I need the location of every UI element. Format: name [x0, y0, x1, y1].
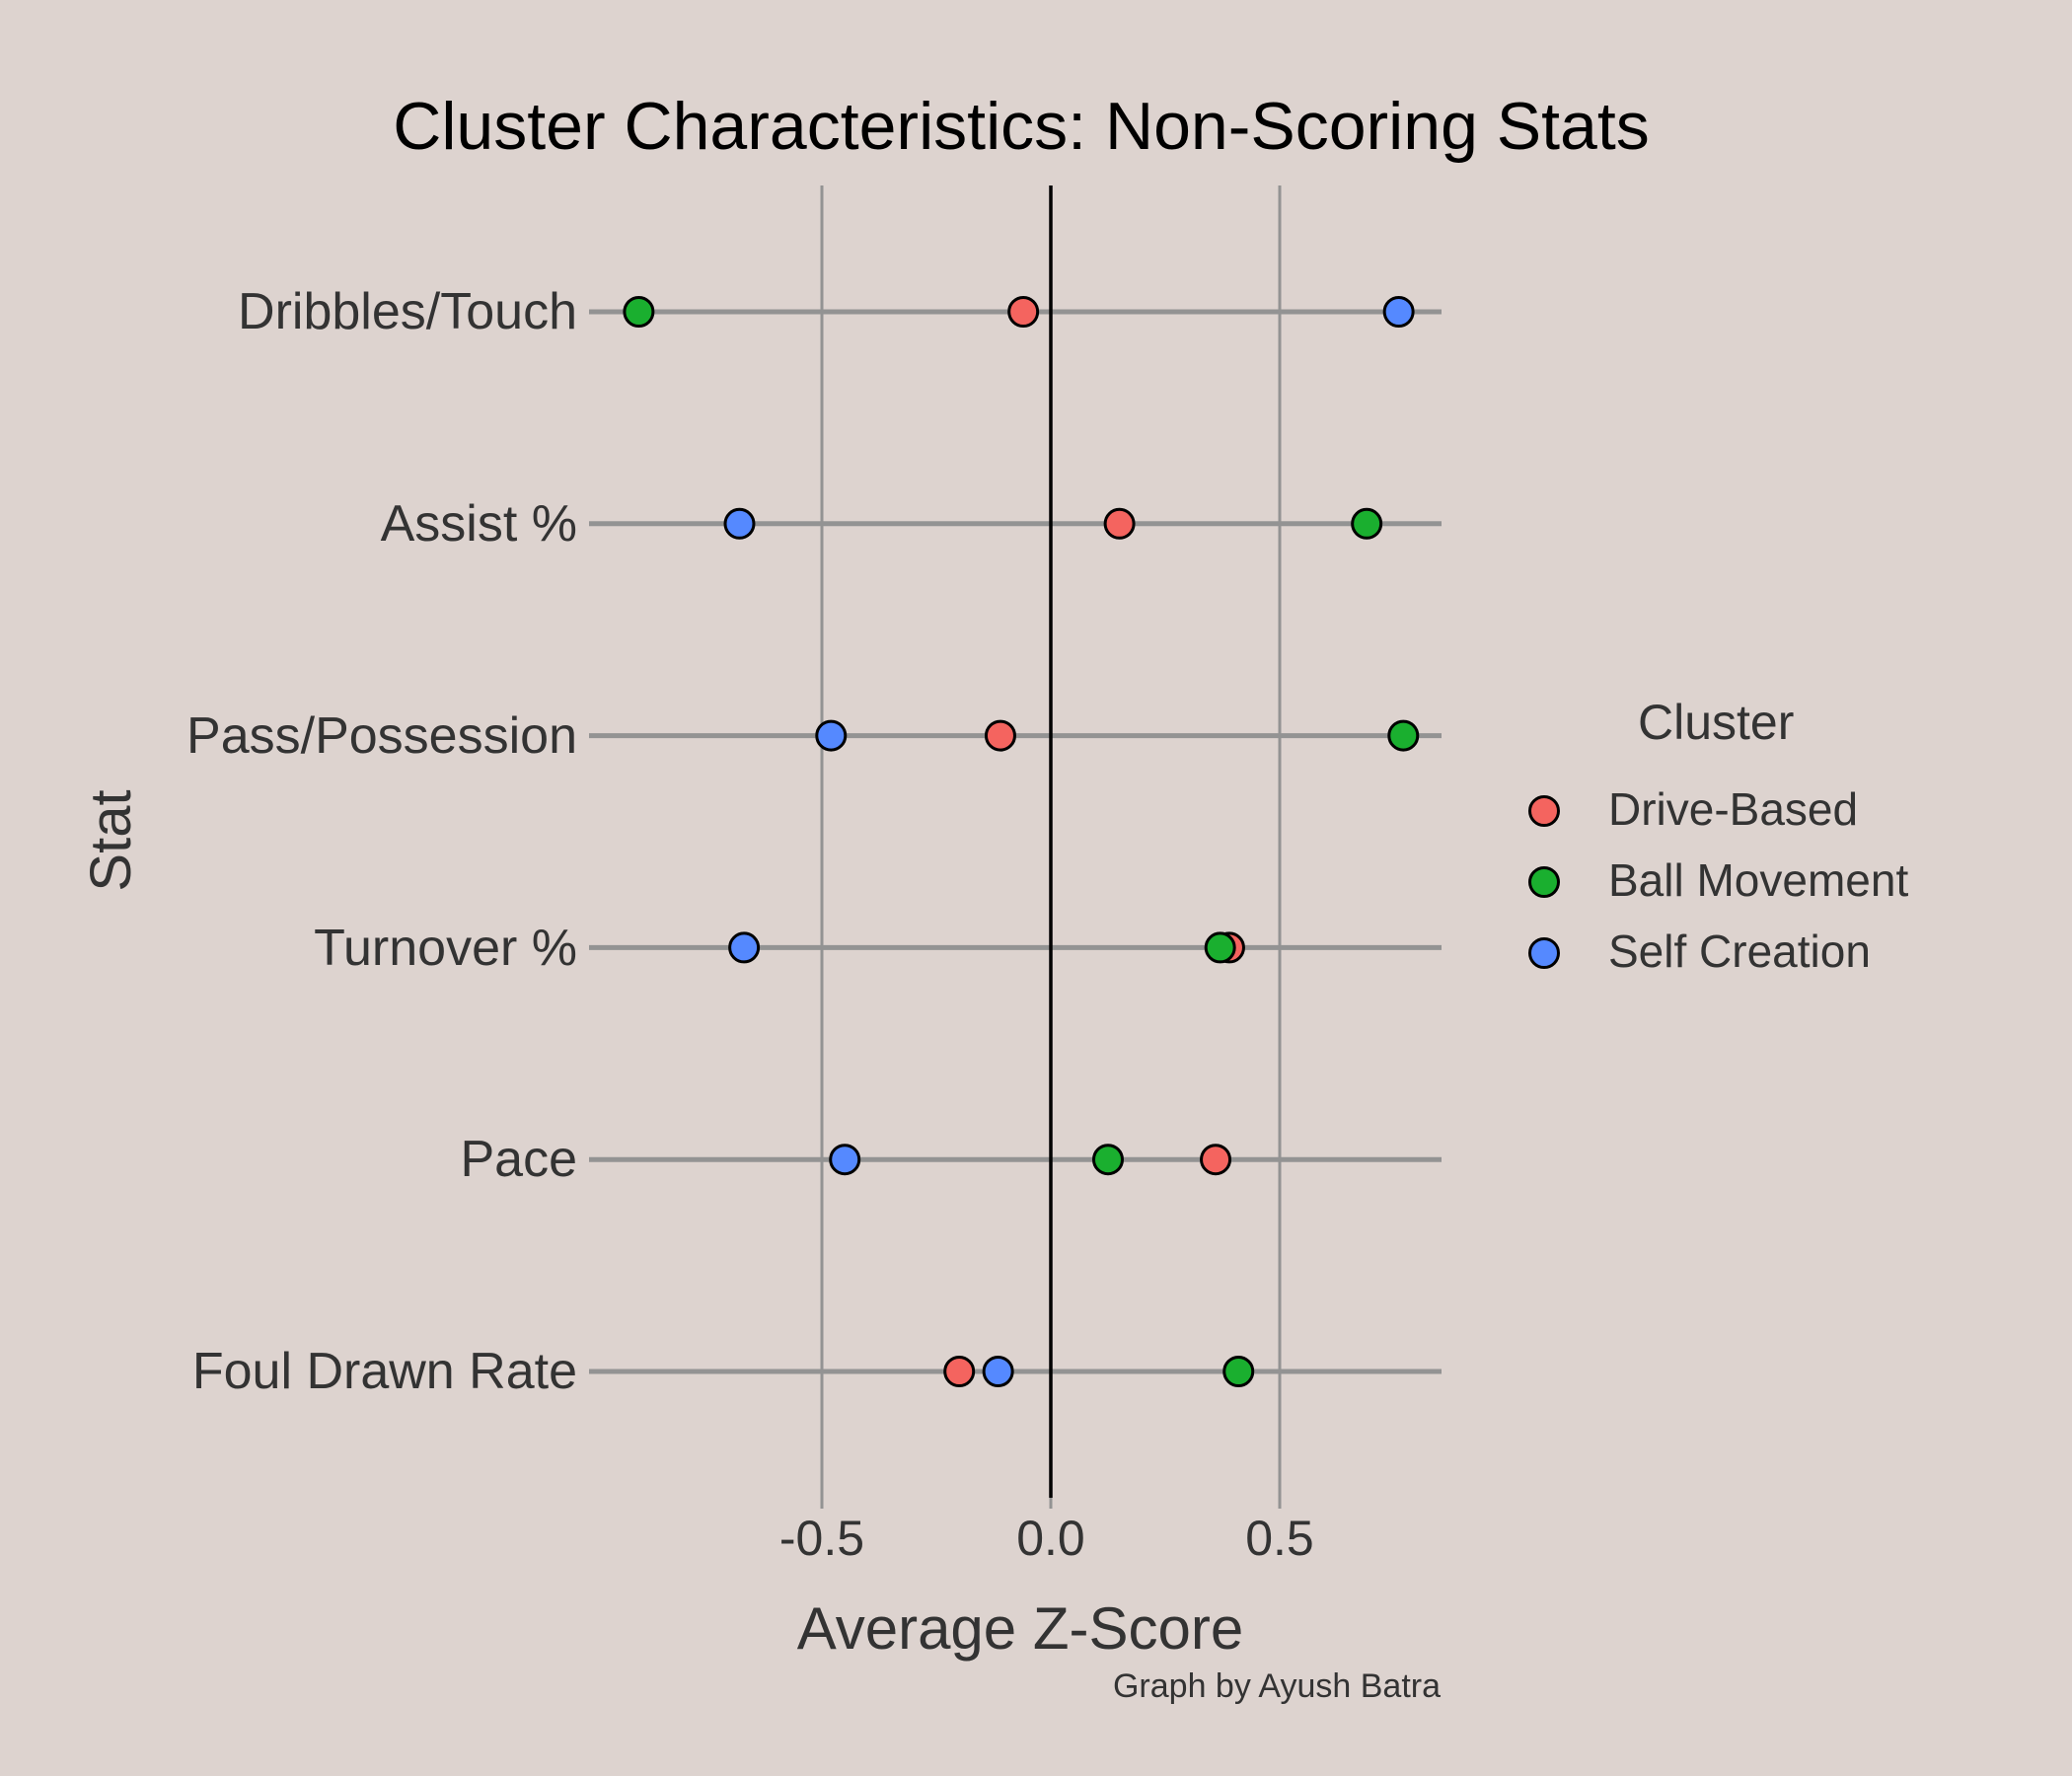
x-axis-title: Average Z-Score — [796, 1595, 1244, 1662]
legend-title: Cluster — [1638, 695, 1795, 750]
gridlines — [820, 185, 1282, 1498]
data-points — [623, 296, 1420, 1387]
data-point-circle-icon — [1007, 296, 1040, 328]
legend-item-self-creation: Self Creation — [1519, 924, 1934, 983]
data-point-circle-icon — [829, 1144, 861, 1176]
legend-item-ball-movement: Ball Movement — [1519, 852, 1934, 912]
y-axis-title: Stat — [79, 789, 143, 892]
data-point-circle-icon — [623, 296, 655, 328]
y-tick-label: Pace — [460, 1131, 577, 1188]
data-point-circle-icon — [728, 931, 761, 964]
row-lines — [589, 309, 1442, 1374]
legend-label: Drive-Based — [1608, 783, 1859, 835]
data-point-circle-icon — [982, 1356, 1014, 1387]
data-point-circle-icon — [984, 719, 1016, 752]
chart-title: Cluster Characteristics: Non-Scoring Sta… — [393, 89, 1650, 164]
x-tick-label: 0.0 — [1016, 1511, 1085, 1566]
data-point-circle-icon — [1103, 507, 1136, 540]
x-tick-label: 0.5 — [1245, 1511, 1314, 1566]
data-point-circle-icon — [1222, 1356, 1255, 1387]
legend-item-drive-based: Drive-Based — [1519, 781, 1934, 841]
x-tick-label: -0.5 — [778, 1511, 865, 1566]
legend-label: Self Creation — [1608, 925, 1871, 977]
x-axis-ticks — [820, 1498, 1282, 1509]
legend-marker-circle-icon — [1528, 866, 1560, 898]
legend-marker-circle-icon — [1528, 795, 1560, 827]
caption: Graph by Ayush Batra — [1112, 1667, 1441, 1705]
data-point-circle-icon — [1351, 507, 1383, 540]
data-point-circle-icon — [943, 1356, 976, 1387]
y-tick-label: Assist % — [380, 495, 577, 553]
data-point-circle-icon — [1382, 296, 1415, 328]
y-tick-label: Foul Drawn Rate — [191, 1343, 577, 1400]
y-tick-label: Dribbles/Touch — [238, 283, 577, 340]
data-point-circle-icon — [723, 507, 756, 540]
data-point-circle-icon — [1200, 1144, 1232, 1176]
legend-marker-circle-icon — [1528, 937, 1560, 969]
data-point-circle-icon — [1387, 719, 1420, 752]
data-point-circle-icon — [1092, 1144, 1124, 1176]
y-tick-label: Turnover % — [314, 920, 577, 977]
data-point-circle-icon — [815, 719, 848, 752]
data-point-circle-icon — [1204, 931, 1236, 964]
legend-label: Ball Movement — [1608, 854, 1909, 906]
y-tick-label: Pass/Possession — [186, 707, 577, 765]
